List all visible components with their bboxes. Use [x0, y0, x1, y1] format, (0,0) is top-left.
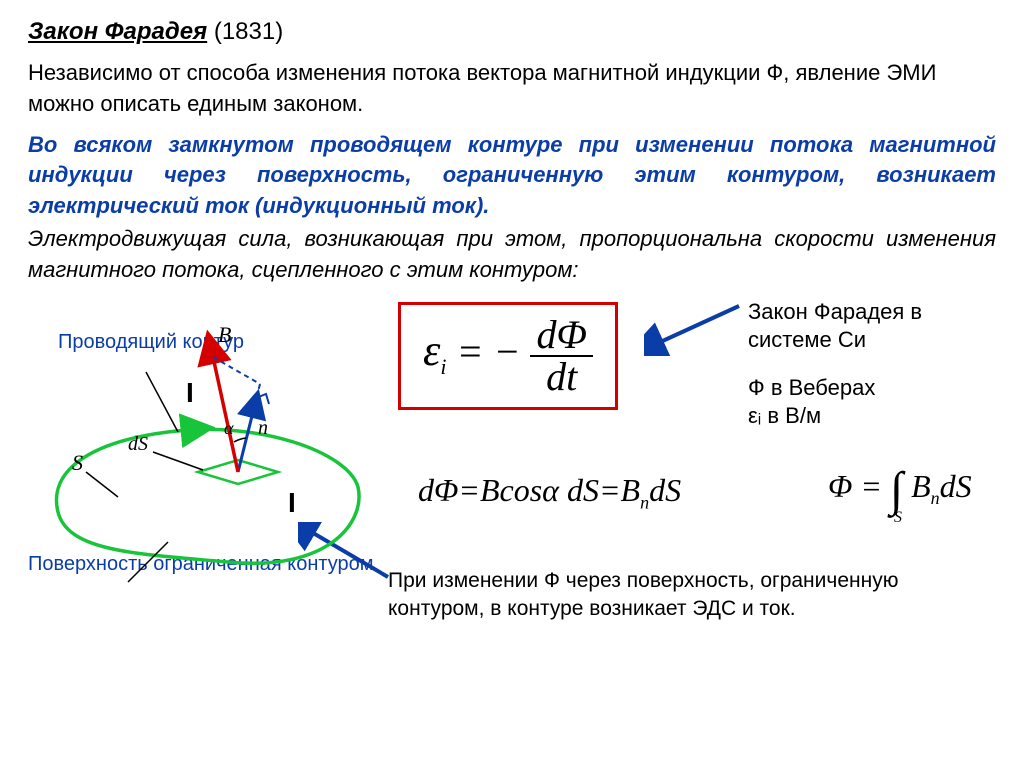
page-title: Закон Фарадея (1831)	[28, 18, 996, 46]
title-year: (1831)	[214, 18, 283, 45]
label-I-bottom: I	[288, 487, 296, 518]
law-statement-black: Электродвижущая сила, возникающая при эт…	[28, 224, 996, 286]
integral-symbol: ∫S	[890, 462, 903, 517]
projection-dash-1	[213, 357, 260, 384]
eq3-lhs: Φ =	[828, 467, 890, 503]
formula-lhs-sym: ε	[423, 326, 440, 375]
equation-flux-integral: Φ = ∫S BndS	[828, 462, 972, 517]
surface-boundary	[56, 429, 359, 563]
formula-eq: = −	[456, 329, 520, 374]
B-vector	[213, 357, 238, 472]
eq3-rhs-a: B	[911, 467, 931, 503]
si-label: Закон Фарадея в системе Си	[748, 298, 996, 355]
formula-denominator: dt	[530, 357, 592, 397]
formula-numerator: dΦ	[530, 315, 592, 357]
faraday-formula: εi = − dΦ dt	[398, 302, 618, 410]
formula-fraction: dΦ dt	[530, 315, 592, 397]
title-main: Закон Фарадея	[28, 18, 207, 45]
eq3-rhs-sub: n	[931, 488, 940, 508]
units-line1: Ф в Веберах	[748, 374, 875, 403]
integral-sub: S	[894, 509, 902, 527]
label-dS: dS	[128, 433, 148, 455]
flux-diagram: B⃗ n⃗ α S dS I I	[28, 312, 388, 612]
label-B: B⃗	[218, 322, 249, 347]
units-block: Ф в Веберах εᵢ в В/м	[748, 374, 875, 431]
eq3-rhs-b: dS	[940, 467, 972, 503]
main-figure-area: εi = − dΦ dt Закон Фарадея в системе Си …	[28, 292, 996, 722]
law-statement-blue: Во всяком замкнутом проводящем контуре п…	[28, 130, 996, 222]
eq2-a: dΦ=Bcosα dS=B	[418, 472, 640, 508]
pointer-surface	[128, 542, 168, 582]
contour-direction-arrow	[178, 429, 198, 431]
pointer-contour	[146, 372, 178, 432]
label-alpha: α	[224, 418, 234, 438]
label-I-top: I	[186, 377, 194, 408]
formula-lhs-sub: i	[440, 354, 446, 379]
label-S: S	[72, 450, 83, 475]
pointer-S	[86, 472, 118, 497]
equation-dphi: dΦ=Bcosα dS=BndS	[418, 472, 681, 513]
bottom-explanation: При изменении Ф через поверхность, огран…	[388, 567, 988, 624]
units-line2: εᵢ в В/м	[748, 402, 875, 431]
eq2-sub: n	[640, 492, 649, 512]
intro-text: Независимо от способа изменения потока в…	[28, 58, 996, 120]
pointer-dS	[153, 452, 203, 470]
eq2-b: dS	[649, 472, 681, 508]
arrow-to-si-label	[644, 296, 744, 356]
label-n: n⃗	[258, 417, 284, 439]
